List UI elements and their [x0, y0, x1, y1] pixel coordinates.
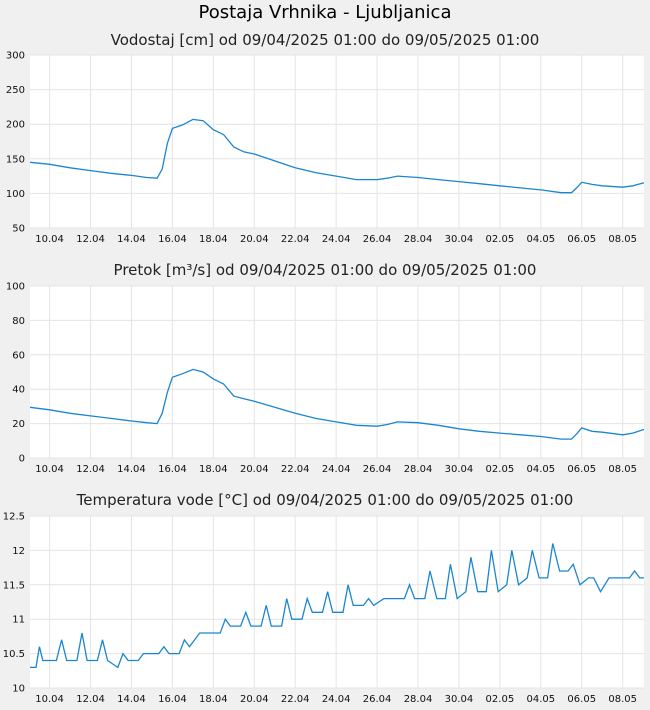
x-tick-label: 16.04: [158, 464, 187, 475]
x-tick-label: 12.04: [76, 694, 105, 705]
x-tick-label: 08.05: [608, 234, 637, 245]
x-tick-label: 14.04: [117, 234, 146, 245]
x-tick-label: 22.04: [281, 234, 310, 245]
x-tick-label: 16.04: [158, 694, 187, 705]
x-tick-label: 04.05: [526, 234, 555, 245]
x-tick-label: 18.04: [199, 234, 228, 245]
x-tick-label: 10.04: [35, 464, 64, 475]
y-tick-label: 50: [12, 224, 25, 235]
x-tick-label: 02.05: [486, 464, 515, 475]
x-tick-label: 20.04: [240, 694, 269, 705]
y-tick-label: 10.5: [3, 649, 25, 660]
y-tick-label: 100: [6, 282, 25, 293]
x-tick-label: 30.04: [445, 234, 474, 245]
chart-3: 10 10.5 11 11.5 12 12.5 10.04 12.04 14.04 16.04 18…: [3, 491, 644, 705]
y-tick-label: 250: [6, 85, 25, 96]
x-tick-label: 18.04: [199, 464, 228, 475]
plot-area: [30, 516, 644, 688]
x-tick-label: 12.04: [76, 464, 105, 475]
y-tick-label: 150: [6, 154, 25, 165]
x-tick-label: 26.04: [363, 464, 392, 475]
x-tick-label: 22.04: [281, 694, 310, 705]
x-tick-label: 10.04: [35, 694, 64, 705]
x-tick-label: 08.05: [608, 694, 637, 705]
x-tick-label: 24.04: [322, 464, 351, 475]
y-tick-label: 100: [6, 189, 25, 200]
x-tick-label: 24.04: [322, 694, 351, 705]
x-tick-label: 10.04: [35, 234, 64, 245]
y-tick-label: 40: [12, 385, 25, 396]
x-tick-label: 06.05: [567, 234, 596, 245]
x-tick-label: 06.05: [567, 694, 596, 705]
x-tick-label: 26.04: [363, 234, 392, 245]
x-tick-label: 28.04: [404, 464, 433, 475]
x-tick-label: 02.05: [486, 234, 515, 245]
y-tick-label: 200: [6, 120, 25, 131]
y-tick-label: 10: [12, 684, 25, 695]
x-tick-label: 20.04: [240, 234, 269, 245]
x-tick-label: 22.04: [281, 464, 310, 475]
chart-title: Temperatura vode [°C] od 09/04/2025 01:0…: [76, 491, 574, 509]
y-tick-label: 11: [12, 615, 25, 626]
plot-area: [30, 55, 644, 228]
x-tick-label: 04.05: [526, 464, 555, 475]
plot-area: [30, 286, 644, 458]
x-tick-label: 02.05: [486, 694, 515, 705]
y-tick-label: 60: [12, 350, 25, 361]
x-tick-label: 06.05: [567, 464, 596, 475]
chart-title: Vodostaj [cm] od 09/04/2025 01:00 do 09/…: [111, 31, 540, 49]
series-line: [29, 118, 644, 194]
y-tick-label: 300: [6, 51, 25, 62]
x-tick-label: 04.05: [526, 694, 555, 705]
x-tick-label: 14.04: [117, 694, 146, 705]
x-tick-label: 30.04: [445, 694, 474, 705]
y-tick-label: 80: [12, 316, 25, 327]
chart-title: Pretok [m³/s] od 09/04/2025 01:00 do 09/…: [114, 261, 537, 279]
y-tick-label: 0: [19, 454, 25, 465]
x-tick-label: 08.05: [608, 464, 637, 475]
y-tick-label: 11.5: [3, 580, 25, 591]
x-tick-label: 14.04: [117, 464, 146, 475]
x-tick-label: 26.04: [363, 694, 392, 705]
x-tick-label: 24.04: [322, 234, 351, 245]
series-line: [29, 368, 644, 440]
x-tick-label: 16.04: [158, 234, 187, 245]
x-tick-label: 30.04: [445, 464, 474, 475]
chart-2: 0 20 40 60 80 100 10.04 12.04 14.04 16.04 18.04 20.…: [6, 261, 644, 475]
y-tick-label: 12: [12, 546, 25, 557]
y-tick-label: 20: [12, 419, 25, 430]
chart-1: 50 100 150 200 250 300 10.04 12.04 14.04 16.04 18.…: [6, 31, 644, 245]
page-title: Postaja Vrhnika - Ljubljanica: [198, 2, 452, 23]
y-tick-label: 12.5: [3, 512, 25, 523]
x-tick-label: 12.04: [76, 234, 105, 245]
series-line: [30, 543, 644, 669]
x-tick-label: 20.04: [240, 464, 269, 475]
x-tick-label: 28.04: [404, 694, 433, 705]
x-tick-label: 28.04: [404, 234, 433, 245]
x-tick-label: 18.04: [199, 694, 228, 705]
